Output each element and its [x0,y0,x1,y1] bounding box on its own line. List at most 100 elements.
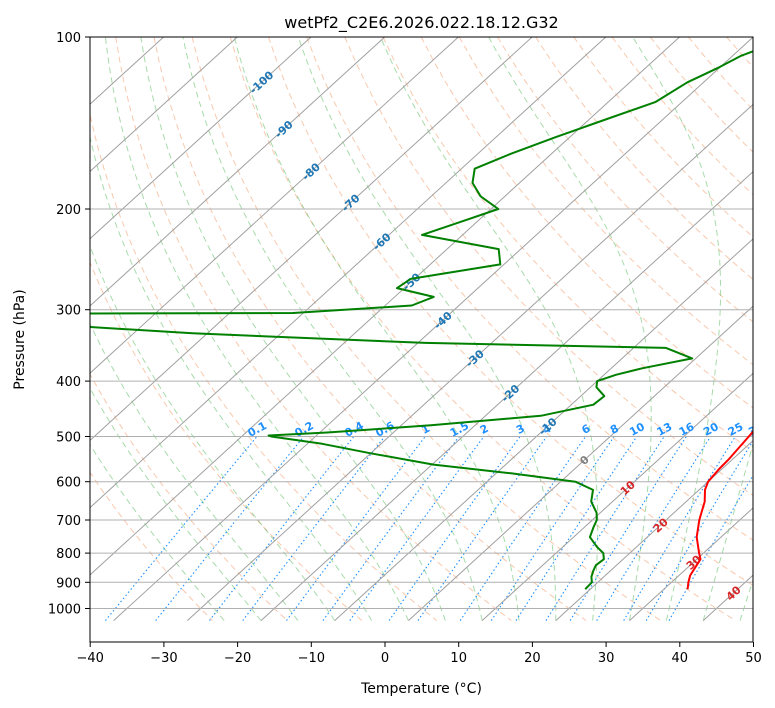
isotherm [90,37,312,240]
mixing-ratio-line [242,436,386,621]
dry-adiabat [90,261,363,621]
y-tick-label: 200 [56,203,81,218]
isotherm [260,171,753,621]
y-tick-label: 100 [56,31,81,46]
dry-adiabat [765,37,775,621]
mixing-ratio-line [645,439,753,621]
moist-adiabat [182,37,483,621]
dry-adiabat [90,373,288,621]
mixing-ratio-line [104,436,258,621]
dry-adiabat [611,37,753,196]
moist-adiabat [488,37,652,621]
y-tick-label: 400 [56,375,81,390]
isotherm [481,372,753,621]
plot-frame [89,36,754,643]
mixing-ratio-line [596,436,712,621]
mixing-ratio-label: 36 [767,420,775,439]
mixing-ratio-label: 10 [627,420,647,439]
mixing-ratio-label: 13 [655,420,675,439]
moist-adiabat [380,37,599,621]
isotherm [90,37,533,442]
mixing-ratio-line [322,436,460,621]
x-tick-label: 10 [450,651,467,666]
dry-adiabat [649,37,753,153]
dewpoint-profile-line [90,50,753,590]
x-tick-label: −10 [298,651,325,666]
dry-adiabat [115,37,512,621]
moist-adiabat [104,37,409,621]
isotherm [408,305,753,621]
y-tick-label: 300 [56,304,81,319]
y-axis-ticks: 100 200 300 400 500 600 700 800 900 1000 [48,31,90,618]
moist-adiabat [297,37,557,621]
isotherm [90,37,680,576]
moist-adiabat [233,37,520,621]
mixing-ratio-lines [104,436,753,621]
isotherm [113,37,753,621]
dry-adiabat [497,37,753,323]
x-axis-ticks: −40 −30 −20 −10 0 10 20 30 40 50 [76,642,762,666]
mixing-ratio-label: 30 [746,420,766,439]
mixing-ratio-label: 25 [726,420,746,439]
y-tick-label: 600 [56,476,81,491]
mixing-ratio-line [417,436,548,621]
x-tick-label: −40 [76,651,103,666]
x-tick-label: 50 [745,651,762,666]
dry-adiabat [268,37,753,587]
isotherm [629,507,753,621]
x-tick-label: −20 [224,651,251,666]
isotherms [90,37,753,621]
isotherm [334,238,753,621]
mixing-ratio-label: 16 [677,420,697,439]
moist-adiabat [739,578,753,621]
moist-adiabat [702,442,753,621]
isotherm [90,37,386,307]
mixing-ratio-label: 3 [514,422,527,437]
dry-adiabat [153,37,587,622]
y-tick-label: 900 [56,576,81,591]
line-labels: 0.1 0.2 0.4 0.6 1 1.5 2 3 4 6 8 10 13 16 20 25 30 36-100-… [246,68,775,603]
chart-title: wetPf2_C2E6.2026.022.18.12.G32 [284,13,558,33]
x-tick-label: 40 [672,651,689,666]
moist-adiabats [90,37,753,621]
x-tick-label: 30 [598,651,615,666]
x-tick-label: 0 [381,651,389,666]
mixing-ratio-line [569,436,687,621]
mixing-ratio-line [623,436,736,621]
dry-adiabat [344,37,753,497]
moist-adiabat [140,37,446,621]
moist-adiabat [632,37,722,621]
mixing-ratio-label: 20 [701,420,721,439]
x-axis-label: Temperature (°C) [360,681,482,697]
mixing-ratio-label: 6 [580,422,593,437]
isotherm [90,37,459,374]
y-tick-label: 700 [56,514,81,529]
y-tick-label: 800 [56,547,81,562]
plot-area: 0.1 0.2 0.4 0.6 1 1.5 2 3 4 6 8 10 13 16 20 25 30 36-100-… [90,37,775,622]
dry-adiabat [535,37,753,280]
dry-adiabat [420,37,753,409]
moist-adiabat [90,443,225,621]
dry-adiabat [191,37,662,622]
dry-adiabat [306,37,753,541]
y-axis-label: Pressure (hPa) [12,289,28,389]
mixing-ratio-line [545,436,665,621]
isotherm [90,37,607,509]
dry-adiabat [458,37,753,366]
moist-adiabat [90,134,373,621]
moist-adiabat [90,322,299,621]
y-tick-label: 1000 [48,603,81,618]
moist-adiabat [90,244,336,621]
mixing-ratio-line [155,436,305,621]
mixing-ratio-line [349,436,485,621]
mixing-ratio-line [286,436,426,621]
temperature-profile-line [686,430,753,590]
mixing-ratio-label: 1 [419,422,432,437]
mixing-ratio-line [668,474,753,621]
mixing-ratio-line [388,436,521,621]
x-tick-label: 20 [524,651,541,666]
mixing-ratio-line [209,436,355,621]
y-tick-label: 500 [56,431,81,446]
isotherm [186,103,753,621]
